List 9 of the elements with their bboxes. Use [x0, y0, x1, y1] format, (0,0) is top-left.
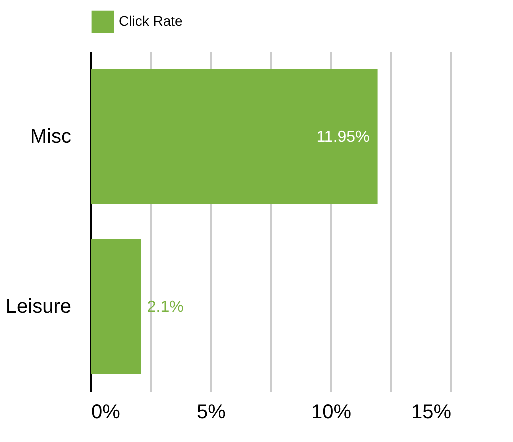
x-tick-label: 0% — [92, 402, 121, 424]
data-label: 2.1% — [147, 299, 184, 316]
x-tick-label: 5% — [197, 402, 226, 424]
legend-label: Click Rate — [119, 13, 184, 29]
data-label: 11.95% — [316, 129, 370, 146]
x-tick-label: 10% — [311, 402, 352, 424]
x-tick-label: 15% — [411, 402, 452, 424]
y-tick-label: Leisure — [6, 296, 72, 318]
y-tick-label: Misc — [30, 126, 72, 148]
